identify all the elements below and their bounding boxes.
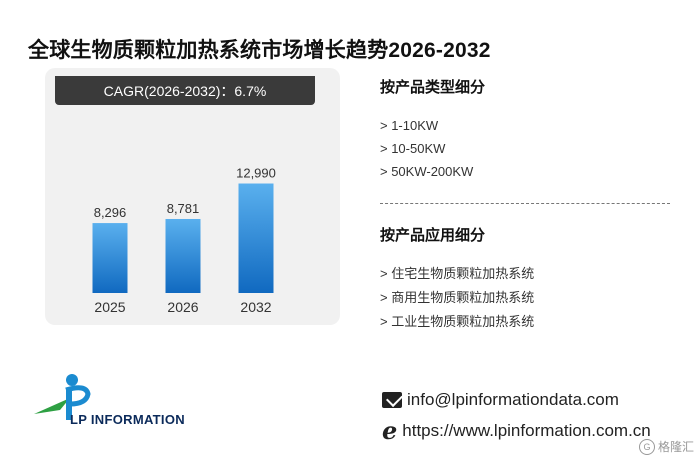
ie-icon: e bbox=[382, 416, 398, 445]
category-label-2025: 2025 bbox=[94, 299, 125, 315]
watermark-logo-icon: G bbox=[638, 438, 655, 455]
page-title: 全球生物质颗粒加热系统市场增长趋势2026-2032 bbox=[28, 39, 491, 62]
application-item-1: > 住宅生物质颗粒加热系统 bbox=[380, 266, 535, 281]
application-segment-heading: 按产品应用细分 bbox=[380, 227, 486, 244]
mail-icon bbox=[382, 392, 402, 408]
application-item-3: > 工业生物质颗粒加热系统 bbox=[380, 314, 535, 329]
value-label-2025: 8,296 bbox=[94, 205, 127, 220]
website-link[interactable]: https://www.lpinformation.com.cn bbox=[402, 421, 651, 440]
bar-2025 bbox=[92, 223, 128, 293]
application-item-2: > 商用生物质颗粒加热系统 bbox=[380, 290, 535, 305]
bar-chart: 8,296 2025 8,781 2026 12,990 2032 bbox=[92, 166, 276, 315]
type-item-2: > 10-50KW bbox=[380, 141, 446, 156]
cagr-badge: CAGR(2026-2032)：6.7% bbox=[55, 76, 315, 105]
corner-watermark-text: 格隆汇 bbox=[657, 440, 694, 454]
email-text[interactable]: info@lpinformationdata.com bbox=[407, 390, 619, 409]
email-contact: info@lpinformationdata.com bbox=[382, 390, 619, 410]
value-label-2032: 12,990 bbox=[236, 166, 276, 181]
logo-text: LP INFORMATION bbox=[70, 412, 185, 427]
value-label-2026: 8,781 bbox=[167, 201, 200, 216]
section-divider bbox=[380, 203, 670, 204]
category-label-2032: 2032 bbox=[240, 299, 271, 315]
type-segment-heading: 按产品类型细分 bbox=[380, 79, 486, 96]
bar-2032 bbox=[238, 183, 274, 293]
bar-2026 bbox=[165, 218, 201, 293]
website-contact: e https://www.lpinformation.com.cn bbox=[382, 419, 651, 443]
corner-watermark: G 格隆汇 bbox=[638, 438, 694, 455]
type-item-1: > 1-10KW bbox=[380, 118, 439, 133]
category-label-2026: 2026 bbox=[167, 299, 198, 315]
type-item-3: > 50KW-200KW bbox=[380, 164, 474, 179]
lp-information-logo-icon bbox=[34, 374, 91, 420]
